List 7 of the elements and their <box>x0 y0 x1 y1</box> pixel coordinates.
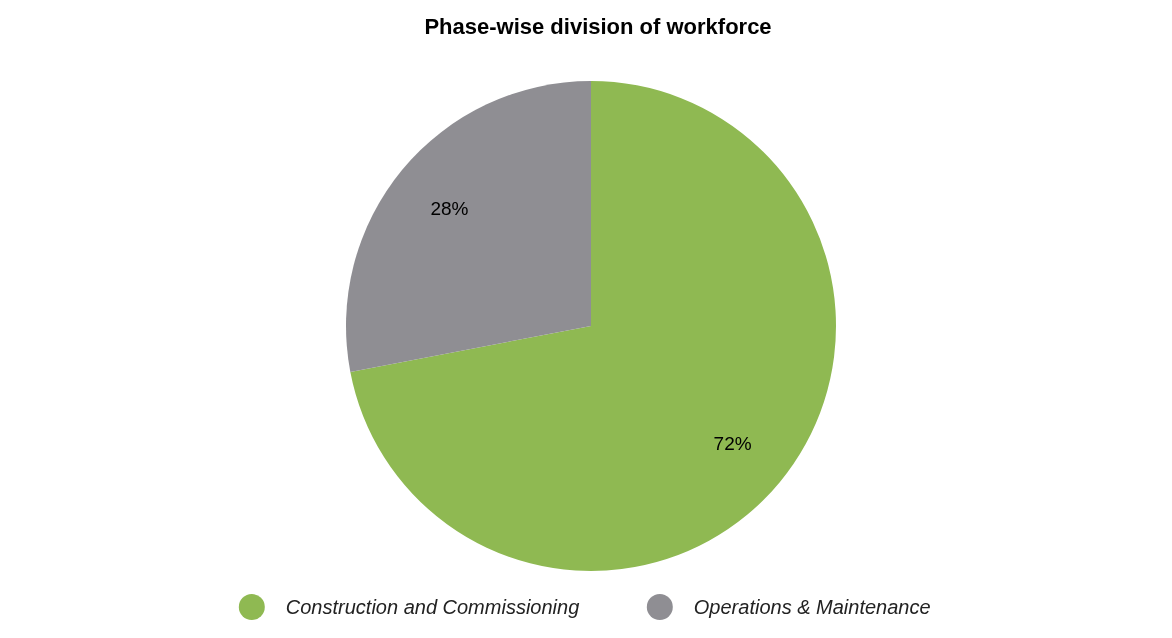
data-label: 28% <box>430 198 469 220</box>
legend-label: Operations & Maintenance <box>693 596 931 618</box>
data-label: 72% <box>713 432 752 454</box>
legend-label: Construction and Commissioning <box>285 596 580 618</box>
chart-title: Phase-wise division of workforce <box>424 13 772 39</box>
pie-slice <box>350 81 836 571</box>
pie-slice <box>346 81 591 372</box>
